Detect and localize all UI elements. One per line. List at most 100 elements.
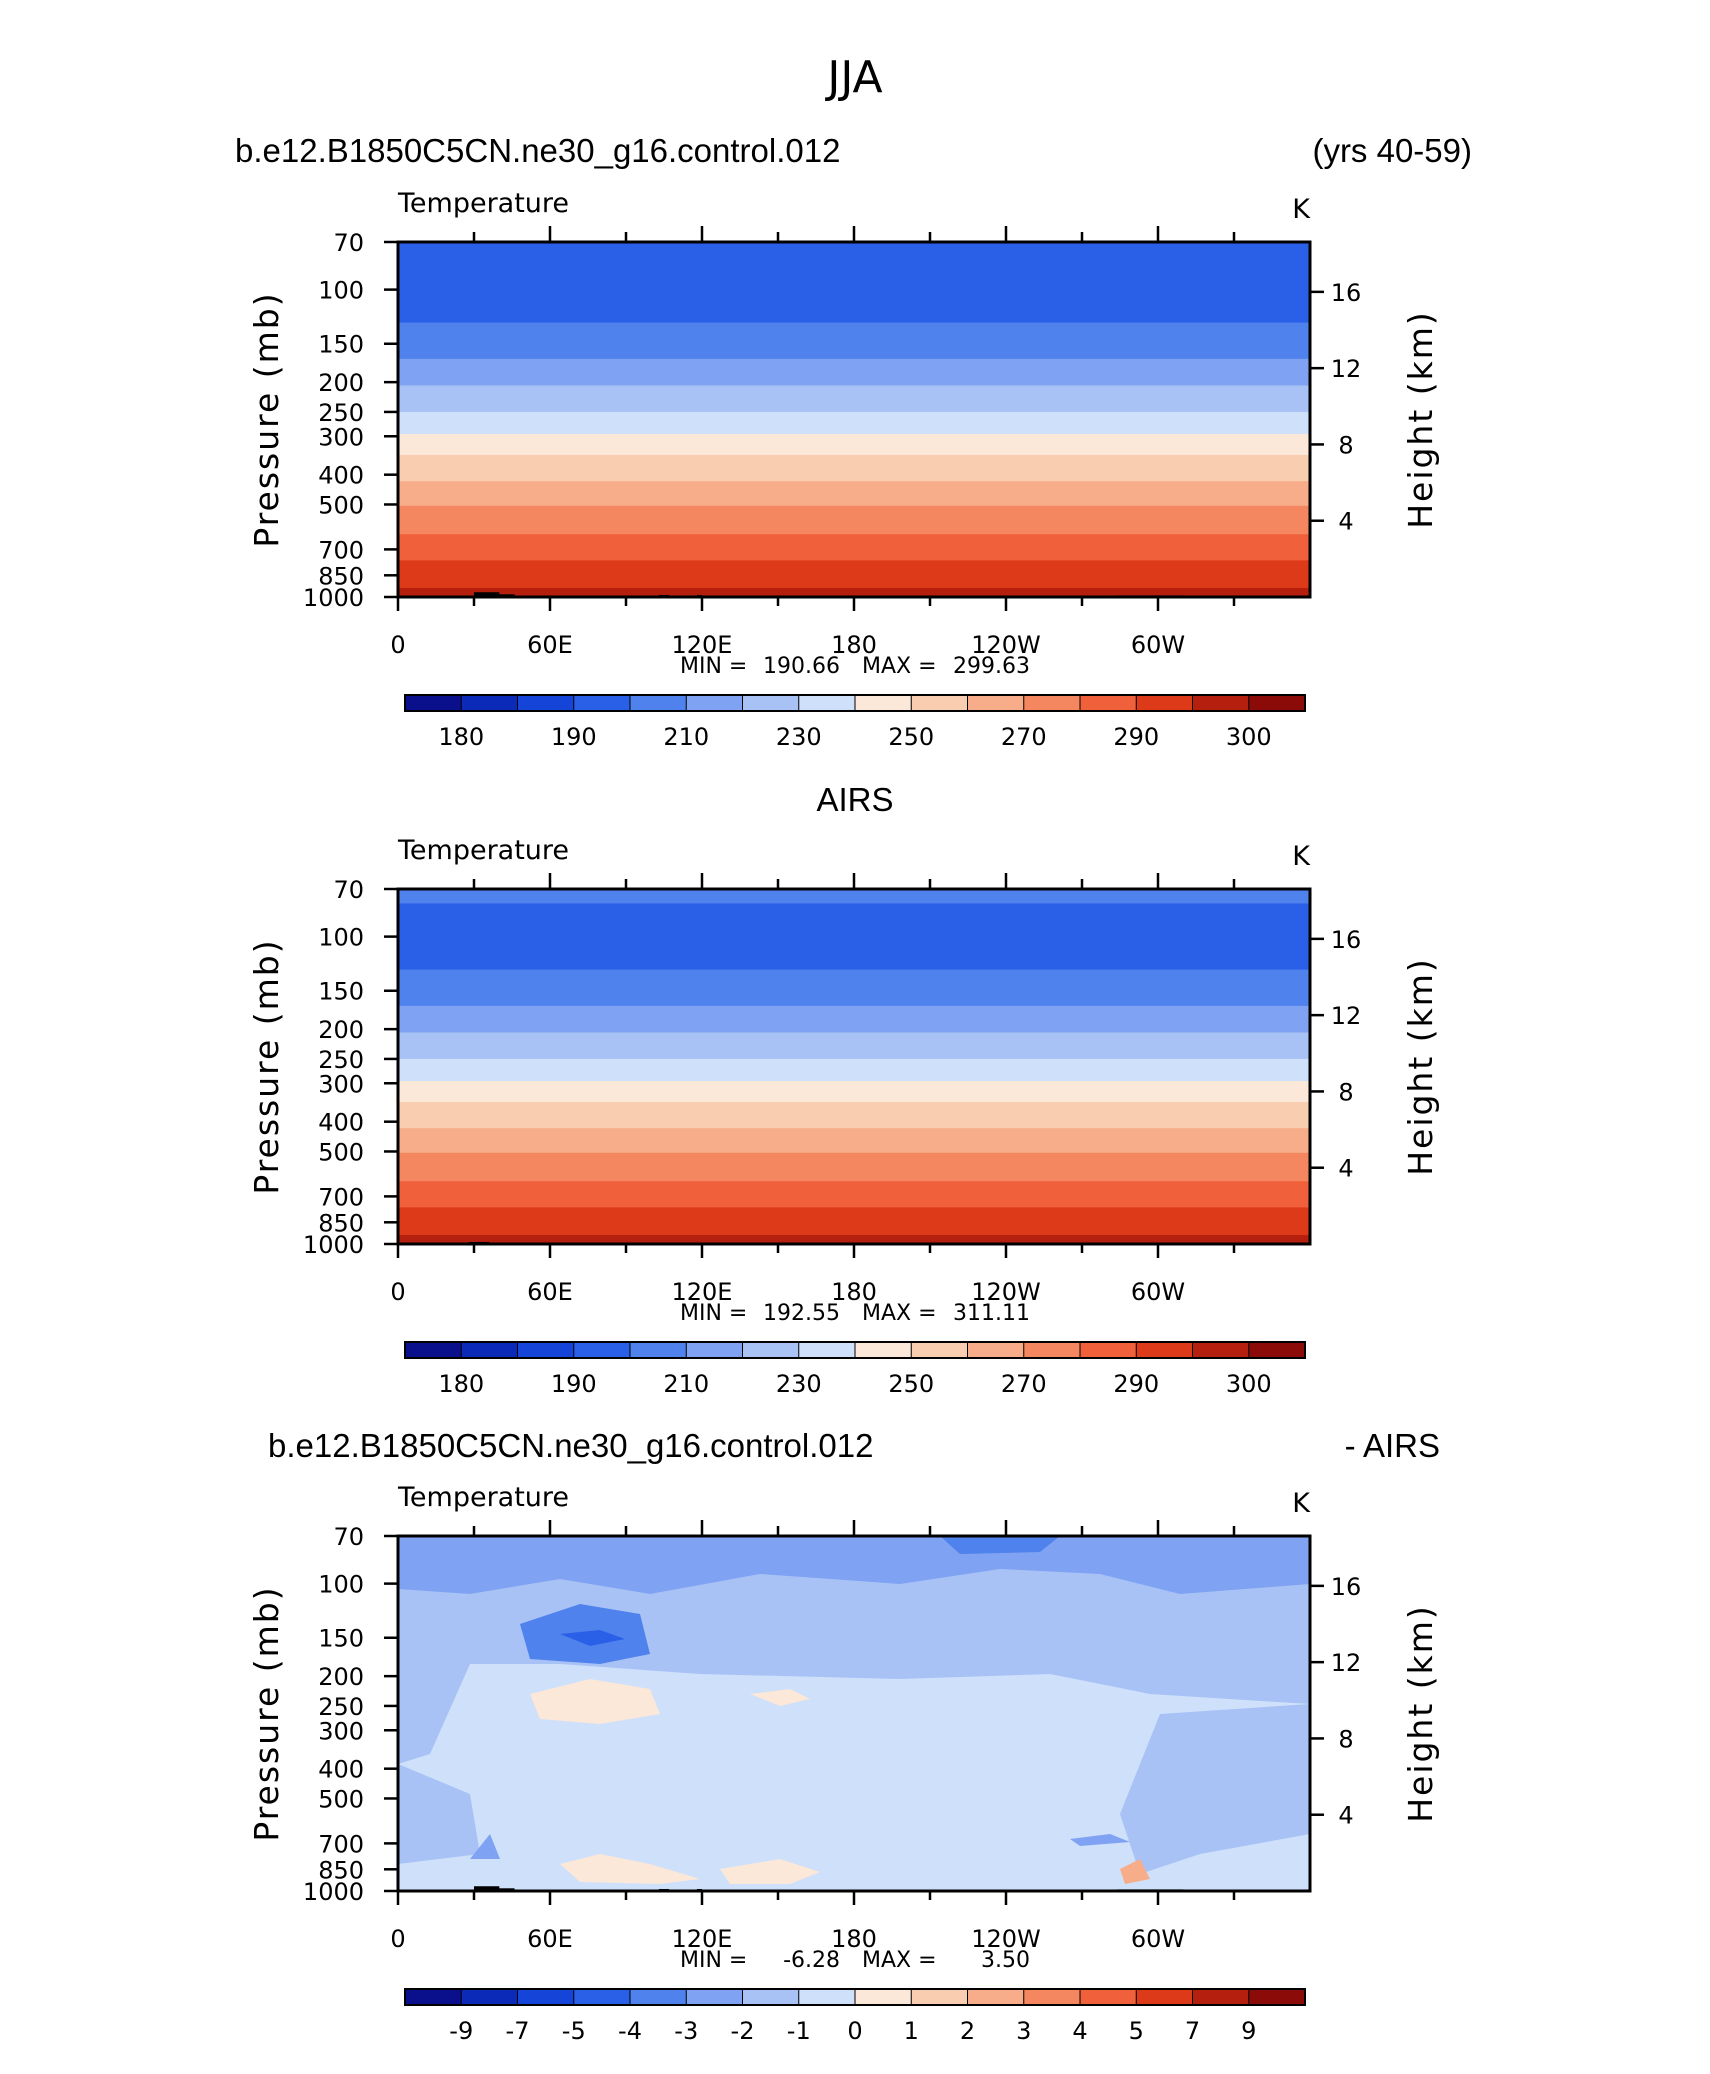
contour-band	[398, 969, 1310, 1007]
colorbar-swatch	[1192, 1341, 1250, 1359]
contour-band	[398, 411, 1310, 435]
colorbar-label: 230	[776, 1370, 822, 1398]
colorbar-label: 180	[438, 1370, 484, 1398]
colorbar-label: 210	[663, 723, 709, 751]
max-label: MAX =	[862, 1948, 937, 1973]
plot-area	[398, 242, 1310, 598]
units-label: K	[1292, 1488, 1311, 1519]
y-tick-label: 100	[318, 277, 364, 305]
colorbar-swatch	[517, 1341, 575, 1359]
y-tick-label: 100	[318, 1571, 364, 1599]
colorbar-label: 290	[1113, 723, 1159, 751]
x-tick-label: 60W	[1131, 1925, 1185, 1953]
units-label: K	[1292, 841, 1311, 872]
colorbar-swatch	[910, 1341, 969, 1359]
y-tick-label: 200	[318, 369, 364, 397]
colorbar-label: 4	[1072, 2017, 1087, 2045]
contour-band	[398, 1152, 1310, 1182]
colorbar-swatch	[910, 694, 969, 712]
y2-tick-label: 4	[1338, 1155, 1353, 1183]
x-tick-label: 0	[390, 631, 405, 659]
colorbar-label: -5	[562, 2017, 586, 2045]
colorbar-swatch	[1023, 1988, 1081, 2006]
contour-band	[560, 1630, 625, 1646]
colorbar-swatch	[854, 1988, 913, 2006]
y-tick-label: 200	[318, 1663, 364, 1691]
contour-band	[530, 1679, 660, 1724]
contour-band	[398, 889, 1310, 905]
colorbar-swatch	[517, 694, 575, 712]
colorbar-swatch	[967, 1988, 1025, 2006]
colorbar-swatch	[1248, 1341, 1306, 1359]
contour-band	[398, 534, 1310, 561]
colorbar-label: 180	[438, 723, 484, 751]
colorbar-swatch	[404, 694, 463, 712]
y-tick-label: 700	[318, 536, 364, 564]
contour-band	[398, 1764, 480, 1864]
contour-band	[470, 1834, 500, 1859]
contour-band	[940, 1536, 1060, 1554]
colorbar-swatch	[573, 1341, 631, 1359]
colorbar-swatch	[629, 1988, 688, 2006]
colorbar-swatch	[1192, 1988, 1250, 2006]
contour-band	[398, 1536, 1310, 1594]
y-axis-label: Pressure (mb)	[247, 938, 286, 1194]
colorbar-label: 5	[1129, 2017, 1144, 2045]
colorbar-label: 7	[1185, 2017, 1200, 2045]
y-tick-label: 500	[318, 491, 364, 519]
x-tick-label: 120W	[971, 631, 1041, 659]
plot-area	[398, 1536, 1310, 1891]
colorbar-label: -2	[731, 2017, 755, 2045]
min-value: 190.66	[763, 654, 840, 679]
contour-band	[398, 242, 1310, 258]
colorbar-swatch	[967, 1341, 1025, 1359]
x-tick-label: 60E	[527, 1278, 573, 1306]
colorbar-swatch	[798, 694, 856, 712]
y-tick-label: 400	[318, 1756, 364, 1784]
y2-axis-label: Height (km)	[1401, 957, 1440, 1176]
contour-band	[560, 1854, 700, 1884]
x-tick-label: 60W	[1131, 631, 1185, 659]
y-tick-label: 300	[318, 423, 364, 451]
y-tick-label: 850	[318, 1856, 364, 1884]
colorbar-swatch	[685, 1988, 744, 2006]
min-value: 192.55	[763, 1301, 840, 1326]
max-value: 299.63	[953, 654, 1030, 679]
colorbar-swatch	[910, 1988, 969, 2006]
colorbar-swatch	[798, 1988, 856, 2006]
y2-axis-label: Height (km)	[1401, 310, 1440, 529]
contour-band	[750, 1689, 810, 1706]
y2-tick-label: 8	[1338, 1725, 1353, 1753]
max-label: MAX =	[862, 654, 937, 679]
contour-band	[398, 1081, 1310, 1103]
colorbar-swatch	[742, 1988, 800, 2006]
y-tick-label: 70	[333, 229, 364, 257]
colorbar-swatch	[404, 1988, 463, 2006]
colorbar-swatch	[1079, 1341, 1138, 1359]
y-tick-label: 250	[318, 399, 364, 427]
colorbar-label: -7	[506, 2017, 530, 2045]
contour-band	[398, 1536, 1310, 1764]
colorbar-label: -1	[787, 2017, 811, 2045]
colorbar-label: 0	[847, 2017, 862, 2045]
min-value: -6.28	[783, 1948, 840, 1973]
y-tick-label: 100	[318, 924, 364, 952]
panel2-title: AIRS	[816, 781, 893, 818]
contour-band	[398, 358, 1310, 387]
y2-tick-label: 8	[1338, 431, 1353, 459]
colorbar-label: 270	[1001, 723, 1047, 751]
min-label: MIN =	[680, 654, 747, 679]
colorbar-label: 3	[1016, 2017, 1031, 2045]
panel3-title-left: b.e12.B1850C5CN.ne30_g16.control.012	[268, 1427, 873, 1464]
colorbar-swatch	[854, 694, 913, 712]
y2-tick-label: 12	[1331, 1002, 1362, 1030]
colorbar-swatch	[685, 1341, 744, 1359]
colorbar-label: 290	[1113, 1370, 1159, 1398]
panel-model-temperature: Temperature K7010015020025030040050070085…	[247, 188, 1440, 751]
y-tick-label: 500	[318, 1138, 364, 1166]
colorbar-swatch	[460, 694, 519, 712]
colorbar-swatch	[1192, 694, 1250, 712]
x-tick-label: 180	[831, 1925, 877, 1953]
y-tick-label: 150	[318, 331, 364, 359]
